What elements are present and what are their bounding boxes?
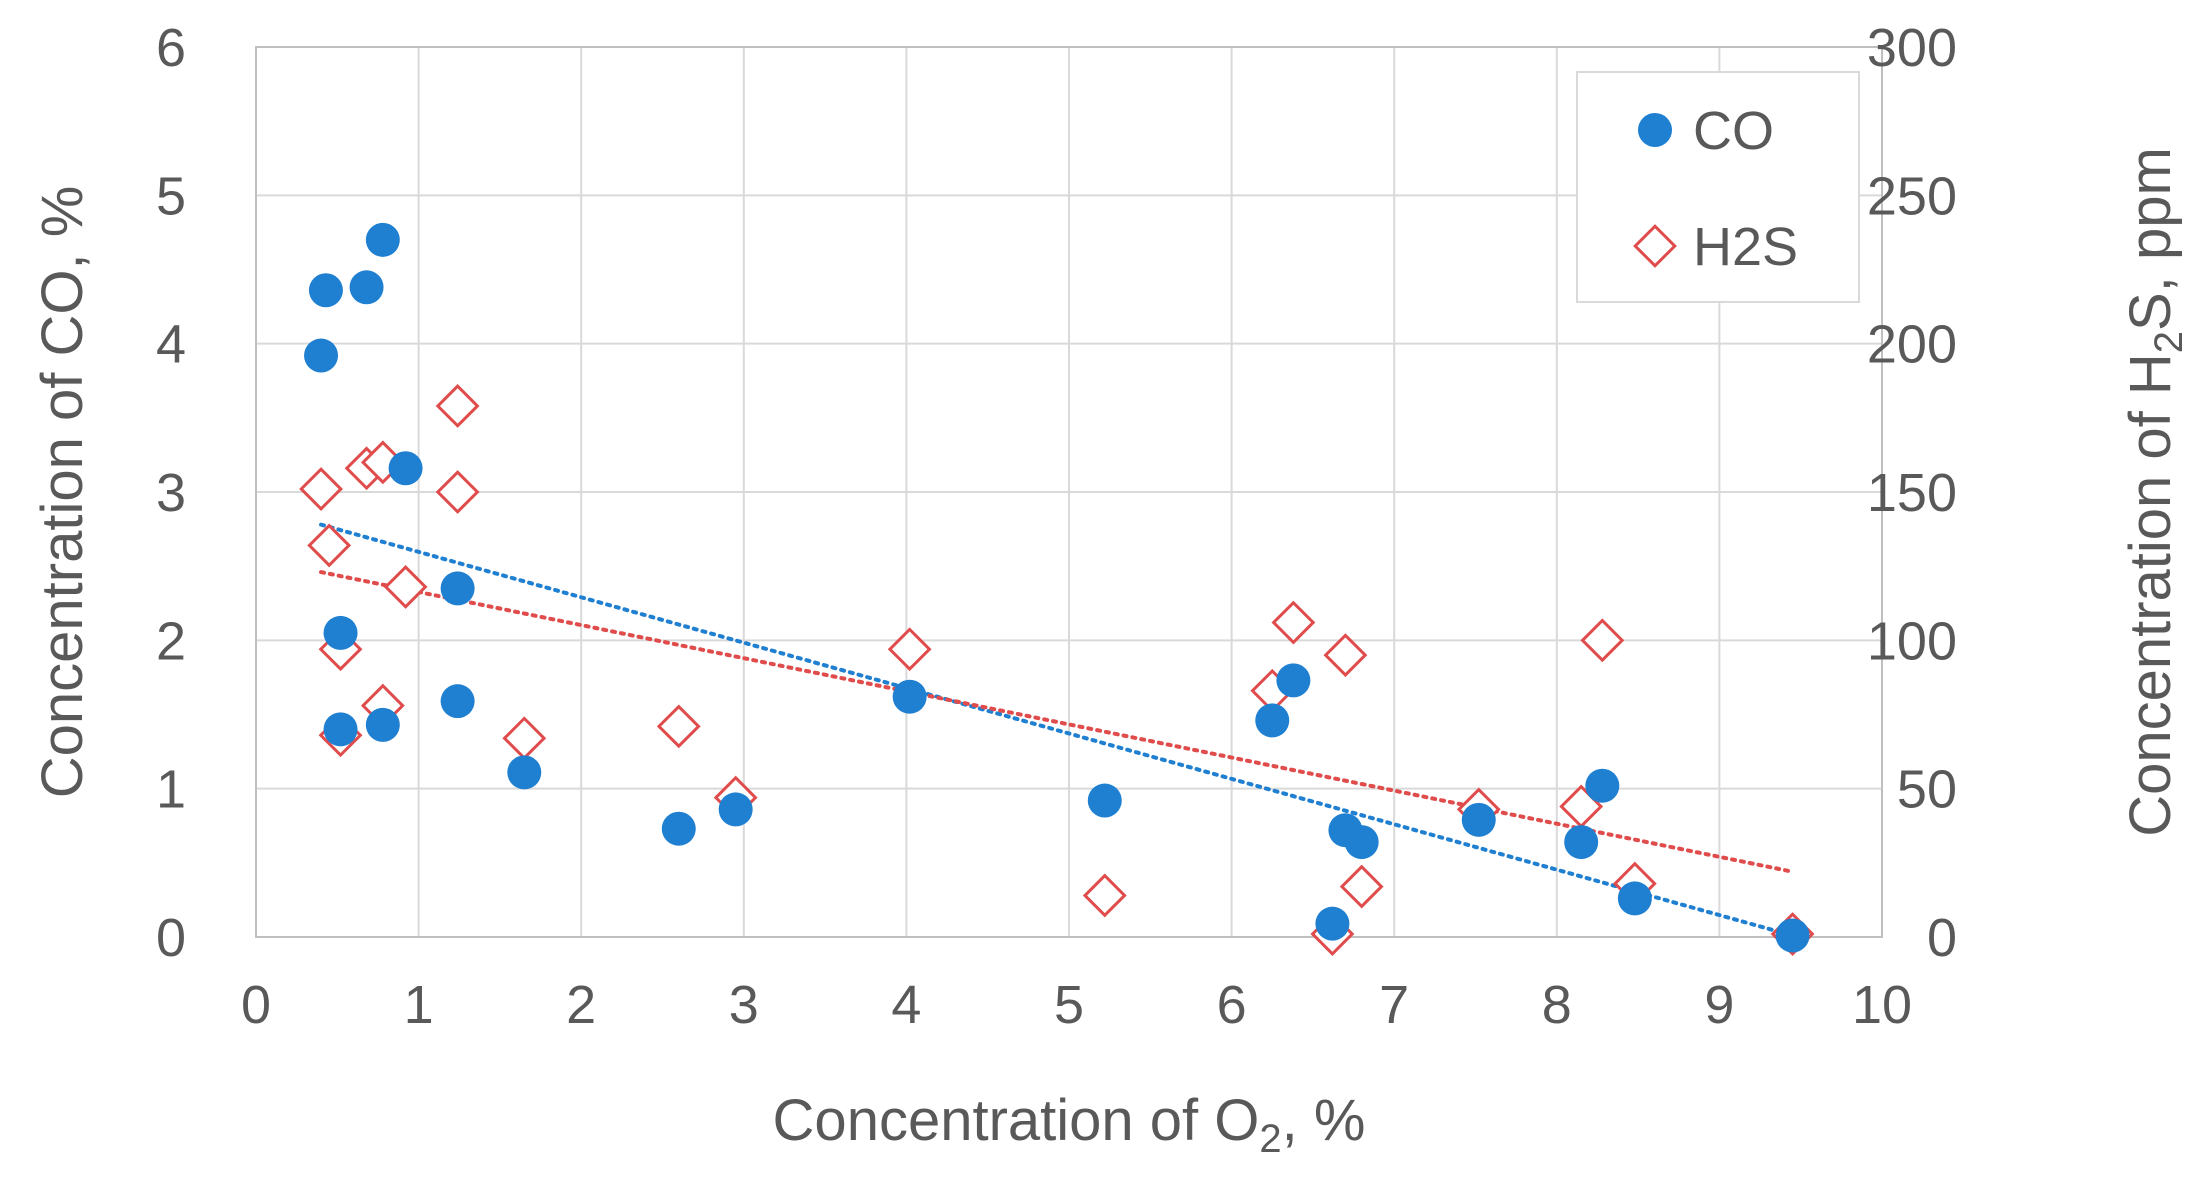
co-point [1585,768,1620,803]
legend-h2s-label: H2S [1693,217,1798,277]
x-tick-label: 4 [891,975,921,1035]
x-tick-label: 0 [241,975,271,1035]
co-point [323,712,358,747]
legend-h2s-marker [1633,224,1677,268]
co-point [1087,783,1122,818]
legend-co-label: CO [1693,101,1774,161]
h2s-point [383,565,428,609]
y-right-tick-label: 0 [1927,908,1957,968]
x-tick-label: 2 [566,975,596,1035]
y-left-tick-label: 2 [156,611,186,671]
y-right-axis-title-post: S, ppm [2118,147,2183,331]
y-right-axis-title-sub: 2 [2147,331,2191,353]
co-point [718,792,753,827]
y-left-tick-label: 4 [156,315,186,375]
x-tick-label: 1 [404,975,434,1035]
co-point [1255,703,1290,738]
y-left-tick-labels: 0 1 2 3 4 5 6 [156,18,186,968]
h2s-point [435,470,480,514]
legend-box [1576,71,1860,303]
x-tick-label: 9 [1704,975,1734,1035]
plot-border [255,46,1883,938]
y-left-tick-label: 0 [156,908,186,968]
x-axis-title: Concentration of O2, % [773,1088,1366,1161]
x-axis-title-pre: Concentration of O [773,1088,1260,1153]
co-point [507,755,542,790]
y-left-tick-label: 3 [156,463,186,523]
h2s-point [435,384,480,428]
co-point [440,571,475,606]
h2s-point [1580,618,1625,663]
x-tick-label: 5 [1054,975,1084,1035]
co-point [365,707,400,742]
co-point [1617,881,1652,916]
h2s-point [1082,873,1127,918]
x-axis-title-post: , % [1282,1088,1366,1153]
y-right-tick-label: 250 [1867,166,1957,226]
h2s-point [887,627,932,672]
co-point [440,684,475,719]
co-point [661,811,696,846]
co-point [304,338,339,373]
h2s-point [307,523,352,568]
h2s-point [656,704,701,749]
trendline-h2s [319,570,1795,874]
y-right-tick-label: 100 [1867,611,1957,671]
y-right-tick-label: 150 [1867,463,1957,523]
co-point [1344,825,1379,860]
co-point [1461,802,1496,837]
co-point [308,273,343,308]
legend: CO H2S [1576,71,1860,303]
y-right-tick-label: 50 [1897,760,1957,820]
co-point [365,222,400,257]
h2s-point [1271,600,1316,645]
y-right-tick-labels: 0 50 100 150 200 250 300 [1867,18,1957,968]
x-tick-label: 6 [1217,975,1247,1035]
x-tick-label: 10 [1852,975,1912,1035]
x-axis-title-sub: 2 [1259,1117,1281,1161]
co-point [1775,918,1810,953]
x-tick-label: 7 [1379,975,1409,1035]
h2s-point [1339,864,1384,909]
legend-co-marker [1638,113,1672,147]
y-right-tick-label: 300 [1867,18,1957,78]
co-point [1276,663,1311,698]
h2s-point [502,716,547,761]
y-right-axis-title: Concentration of H2S, ppm [2118,147,2191,837]
trendline-co [319,522,1795,938]
data-points [299,222,1815,956]
trendlines [319,522,1795,938]
y-right-axis-title-pre: Concentration of H [2118,353,2183,837]
co-point [388,451,423,486]
y-left-tick-label: 5 [156,166,186,226]
h2s-point [1323,633,1368,678]
x-tick-label: 3 [729,975,759,1035]
co-point [323,615,358,650]
y-left-tick-label: 6 [156,18,186,78]
co-point [349,270,384,305]
x-tick-labels: 0 1 2 3 4 5 6 7 8 9 10 [241,975,1912,1035]
y-left-tick-label: 1 [156,760,186,820]
x-tick-label: 8 [1542,975,1572,1035]
co-point [892,679,927,714]
y-right-tick-label: 200 [1867,315,1957,375]
y-left-axis-title: Concentration of CO, % [30,186,95,799]
co-point [1564,825,1599,860]
co-point [1315,906,1350,941]
h2s-point [299,467,343,511]
